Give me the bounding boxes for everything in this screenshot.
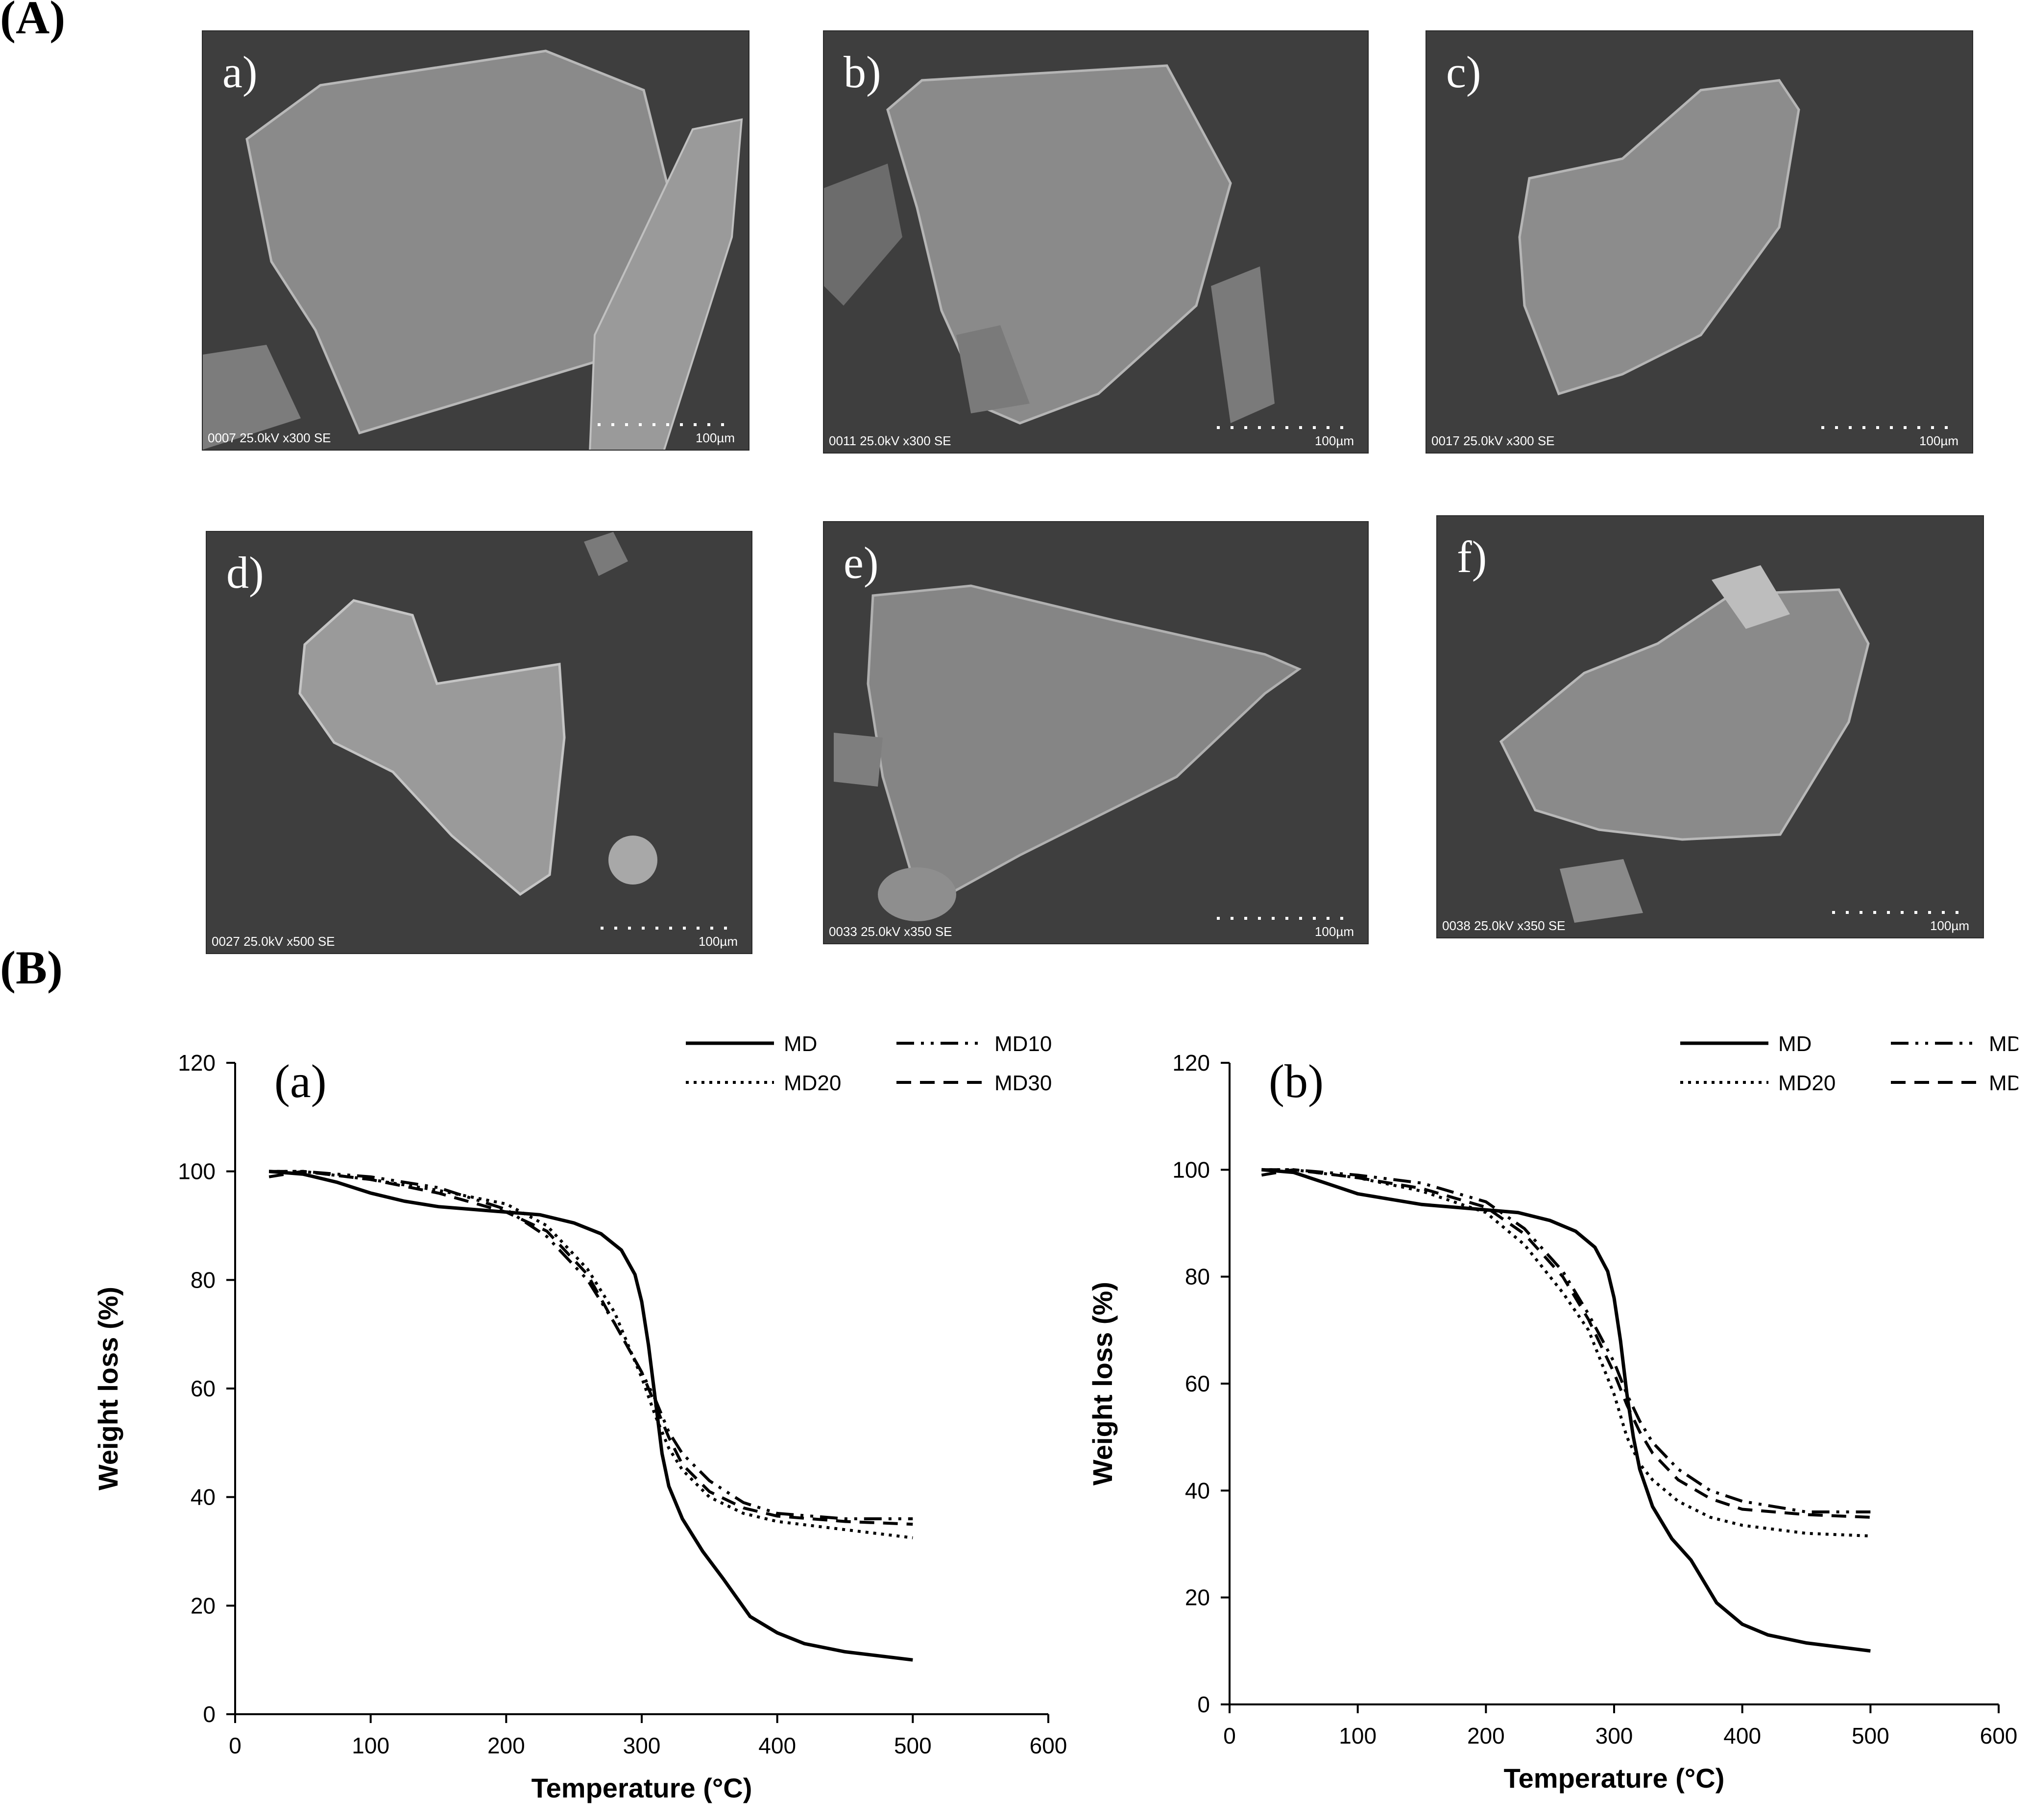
x-tick-label: 100 — [352, 1733, 389, 1758]
series-line-md — [1261, 1168, 1871, 1653]
legend-label: MD10 — [1989, 1032, 2018, 1056]
legend-label: MD — [784, 1032, 817, 1056]
panel-label: e) — [844, 538, 879, 588]
x-tick-label: 400 — [1723, 1723, 1761, 1748]
scale-label: 100µm — [698, 934, 738, 949]
x-tick-label: 400 — [758, 1733, 796, 1758]
y-tick-label: 80 — [1185, 1264, 1210, 1290]
sem-panel-d: d) 0027 25.0kV x500 SE 100µm — [206, 531, 752, 954]
series-line-md10 — [269, 1170, 913, 1520]
sem-panel-f: f) 0038 25.0kV x350 SE 100µm — [1436, 515, 1984, 938]
panel-label: b) — [844, 47, 881, 97]
scale-bar — [1821, 426, 1958, 429]
series-line-md20 — [1261, 1168, 1871, 1538]
particle-image — [203, 49, 743, 450]
sem-info: 0011 25.0kV x300 SE — [829, 433, 951, 448]
sem-panel-b: b) 0011 25.0kV x300 SE 100µm — [823, 30, 1369, 454]
y-tick-label: 0 — [203, 1701, 216, 1727]
series-line-md — [268, 1170, 913, 1662]
legend-label: MD30 — [994, 1071, 1052, 1095]
scale-label: 100µm — [1314, 433, 1354, 448]
x-axis-label: Temperature (°C) — [532, 1772, 752, 1803]
x-tick-label: 600 — [1030, 1733, 1067, 1758]
x-tick-label: 100 — [1339, 1723, 1377, 1748]
scale-label: 100µm — [1314, 924, 1354, 939]
y-tick-label: 60 — [1185, 1371, 1210, 1396]
panel-label: (b) — [1269, 1055, 1324, 1107]
sem-panel-c: c) 0017 25.0kV x300 SE 100µm — [1426, 30, 1973, 454]
y-axis-label: Weight loss (%) — [93, 1287, 123, 1490]
tga-chart-b: 0 100 200 300 400 500 600 0 20 40 60 80 100 120 Temper… — [1068, 994, 2030, 1807]
tga-chart-a: 0 100 200 300 400 500 600 0 20 40 60 80 100 120 Temper… — [73, 1004, 1078, 1817]
y-axis-label: Weight loss (%) — [1087, 1282, 1118, 1485]
section-a-label: (A) — [0, 0, 66, 44]
sem-info: 0017 25.0kV x300 SE — [1431, 433, 1555, 448]
sem-info: 0038 25.0kV x350 SE — [1442, 918, 1566, 933]
legend-label: MD — [1778, 1032, 1812, 1056]
particle-image — [1499, 565, 1870, 923]
scale-bar — [598, 423, 735, 426]
x-tick-label: 0 — [1223, 1723, 1236, 1748]
y-tick-label: 20 — [1185, 1585, 1210, 1610]
particle-image — [1518, 79, 1800, 396]
legend-label: MD20 — [784, 1071, 841, 1095]
legend-label: MD20 — [1778, 1071, 1836, 1095]
y-tick-label: 60 — [191, 1376, 216, 1401]
series-line-md30 — [268, 1170, 913, 1526]
sem-info: 0007 25.0kV x300 SE — [208, 431, 331, 445]
panel-label: (a) — [274, 1055, 327, 1107]
scale-bar — [601, 927, 738, 930]
scale-label: 100µm — [695, 431, 735, 445]
y-tick-label: 40 — [191, 1485, 216, 1510]
x-tick-label: 600 — [1980, 1723, 2018, 1748]
x-tick-label: 300 — [1595, 1723, 1633, 1748]
y-tick-label: 100 — [1172, 1157, 1210, 1182]
particle-image — [834, 584, 1302, 921]
x-tick-label: 200 — [487, 1733, 525, 1758]
x-axis-label: Temperature (°C) — [1504, 1763, 1725, 1794]
panel-label: f) — [1457, 532, 1487, 582]
x-tick-label: 200 — [1467, 1723, 1505, 1748]
sem-info: 0027 25.0kV x500 SE — [212, 934, 335, 949]
chart-svg: 0 100 200 300 400 500 600 0 20 40 60 80 100 120 Temper… — [93, 1032, 1067, 1803]
series-line-md20 — [269, 1170, 913, 1539]
x-tick-label: 0 — [229, 1733, 242, 1758]
y-tick-label: 40 — [1185, 1478, 1210, 1503]
panel-label: a) — [222, 47, 258, 97]
particle-image — [824, 64, 1275, 425]
particle-image — [298, 532, 657, 896]
scale-bar — [1217, 917, 1354, 920]
section-b-label: (B) — [0, 941, 63, 994]
sem-info: 0033 25.0kV x350 SE — [829, 924, 952, 939]
scale-bar — [1217, 426, 1354, 429]
y-tick-label: 120 — [178, 1050, 216, 1076]
y-tick-label: 120 — [1172, 1050, 1210, 1076]
y-tick-label: 100 — [178, 1159, 216, 1184]
x-tick-label: 500 — [1852, 1723, 1889, 1748]
sem-panel-e: e) 0033 25.0kV x350 SE 100µm — [823, 521, 1369, 944]
y-tick-label: 20 — [191, 1593, 216, 1618]
sem-panel-a: a) 0007 25.0kV x300 SE 100µm — [202, 30, 749, 451]
chart-svg: 0 100 200 300 400 500 600 0 20 40 60 80 100 120 Temper… — [1087, 1032, 2030, 1794]
scale-bar — [1832, 911, 1969, 914]
x-tick-label: 500 — [894, 1733, 932, 1758]
legend-label: MD30 — [1989, 1071, 2018, 1095]
scale-label: 100µm — [1930, 918, 1969, 933]
panel-label: d) — [226, 548, 264, 598]
panel-label: c) — [1446, 47, 1481, 97]
y-tick-label: 80 — [191, 1267, 216, 1293]
y-tick-label: 0 — [1197, 1692, 1210, 1717]
legend-label: MD10 — [994, 1032, 1052, 1056]
series-line-md30 — [1261, 1168, 1871, 1519]
series-line-md10 — [1261, 1168, 1871, 1513]
scale-label: 100µm — [1919, 433, 1958, 448]
x-tick-label: 300 — [623, 1733, 661, 1758]
